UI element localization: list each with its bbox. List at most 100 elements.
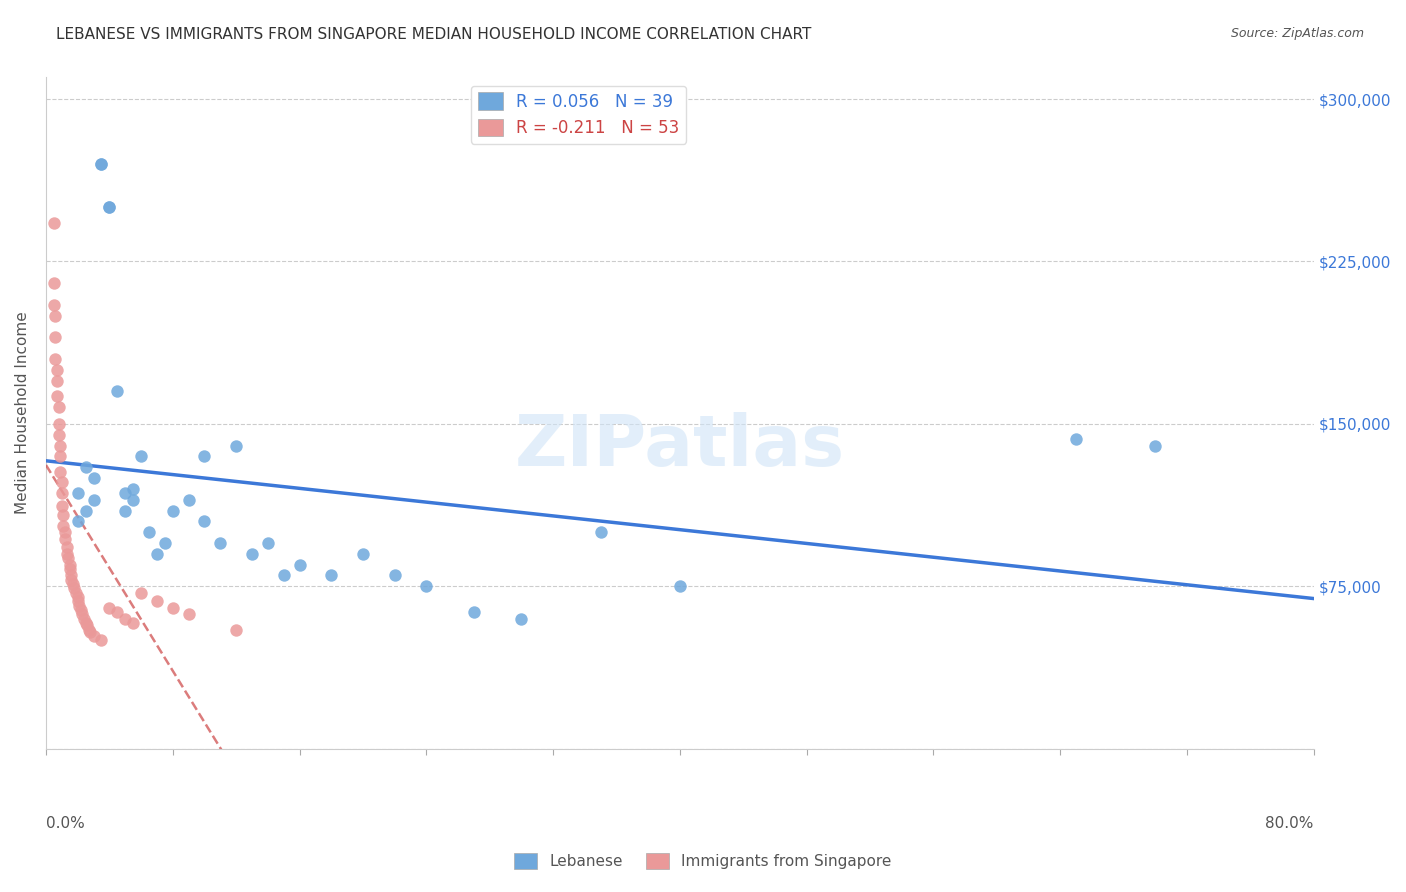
Point bbox=[177, 607, 200, 622]
Point bbox=[65, 586, 87, 600]
Point bbox=[146, 547, 169, 561]
Point bbox=[52, 508, 75, 522]
Point bbox=[75, 503, 97, 517]
Point bbox=[114, 612, 136, 626]
Point bbox=[384, 568, 406, 582]
Point bbox=[44, 309, 66, 323]
Point bbox=[415, 579, 437, 593]
Y-axis label: Median Household Income: Median Household Income bbox=[15, 311, 30, 515]
Point bbox=[129, 586, 152, 600]
Point bbox=[1144, 439, 1167, 453]
Point bbox=[42, 215, 65, 229]
Point bbox=[79, 624, 101, 639]
Text: 0.0%: 0.0% bbox=[46, 816, 84, 830]
Point bbox=[42, 298, 65, 312]
Point bbox=[122, 482, 145, 496]
Point bbox=[75, 616, 97, 631]
Text: ZIPatlas: ZIPatlas bbox=[515, 412, 845, 481]
Point bbox=[66, 486, 89, 500]
Point bbox=[240, 547, 263, 561]
Point bbox=[288, 558, 311, 572]
Point bbox=[83, 471, 105, 485]
Point bbox=[55, 541, 77, 555]
Point bbox=[42, 276, 65, 290]
Point bbox=[114, 486, 136, 500]
Point bbox=[105, 605, 128, 619]
Point bbox=[463, 605, 485, 619]
Point bbox=[83, 629, 105, 643]
Point bbox=[76, 618, 98, 632]
Point bbox=[153, 536, 176, 550]
Point bbox=[669, 579, 692, 593]
Point bbox=[162, 503, 184, 517]
Point bbox=[46, 389, 69, 403]
Point bbox=[510, 612, 533, 626]
Point bbox=[256, 536, 278, 550]
Point bbox=[83, 492, 105, 507]
Point bbox=[51, 486, 73, 500]
Point bbox=[146, 594, 169, 608]
Point bbox=[225, 623, 247, 637]
Point bbox=[138, 525, 160, 540]
Point bbox=[55, 547, 77, 561]
Point bbox=[63, 582, 86, 596]
Point bbox=[49, 439, 72, 453]
Point bbox=[59, 562, 82, 576]
Point bbox=[90, 157, 112, 171]
Point bbox=[66, 594, 89, 608]
Point bbox=[67, 599, 90, 613]
Point bbox=[209, 536, 232, 550]
Point bbox=[105, 384, 128, 399]
Point bbox=[589, 525, 612, 540]
Point bbox=[225, 439, 247, 453]
Point bbox=[352, 547, 374, 561]
Point bbox=[162, 601, 184, 615]
Point bbox=[122, 492, 145, 507]
Point bbox=[48, 417, 70, 431]
Point bbox=[46, 374, 69, 388]
Point bbox=[69, 603, 91, 617]
Point bbox=[48, 427, 70, 442]
Legend: R = 0.056   N = 39, R = -0.211   N = 53: R = 0.056 N = 39, R = -0.211 N = 53 bbox=[471, 86, 686, 144]
Point bbox=[1064, 432, 1087, 446]
Point bbox=[321, 568, 343, 582]
Point bbox=[114, 503, 136, 517]
Text: LEBANESE VS IMMIGRANTS FROM SINGAPORE MEDIAN HOUSEHOLD INCOME CORRELATION CHART: LEBANESE VS IMMIGRANTS FROM SINGAPORE ME… bbox=[56, 27, 811, 42]
Point bbox=[177, 492, 200, 507]
Point bbox=[66, 514, 89, 528]
Legend: Lebanese, Immigrants from Singapore: Lebanese, Immigrants from Singapore bbox=[509, 847, 897, 875]
Point bbox=[56, 551, 79, 566]
Point bbox=[49, 465, 72, 479]
Point bbox=[48, 400, 70, 414]
Point bbox=[52, 518, 75, 533]
Point bbox=[90, 633, 112, 648]
Point bbox=[60, 568, 83, 582]
Point bbox=[51, 475, 73, 490]
Point bbox=[98, 200, 121, 214]
Point bbox=[66, 590, 89, 604]
Point bbox=[122, 616, 145, 631]
Point bbox=[90, 157, 112, 171]
Point bbox=[98, 601, 121, 615]
Text: Source: ZipAtlas.com: Source: ZipAtlas.com bbox=[1230, 27, 1364, 40]
Point bbox=[193, 450, 215, 464]
Point bbox=[129, 450, 152, 464]
Point bbox=[72, 607, 94, 622]
Point bbox=[98, 200, 121, 214]
Point bbox=[46, 363, 69, 377]
Point bbox=[193, 514, 215, 528]
Point bbox=[73, 612, 96, 626]
Point bbox=[49, 450, 72, 464]
Point bbox=[53, 532, 76, 546]
Point bbox=[62, 577, 84, 591]
Point bbox=[44, 351, 66, 366]
Point bbox=[273, 568, 295, 582]
Point bbox=[53, 525, 76, 540]
Point bbox=[44, 330, 66, 344]
Point bbox=[77, 623, 100, 637]
Point bbox=[59, 558, 82, 572]
Point bbox=[75, 460, 97, 475]
Point bbox=[60, 573, 83, 587]
Text: 80.0%: 80.0% bbox=[1265, 816, 1313, 830]
Point bbox=[51, 499, 73, 513]
